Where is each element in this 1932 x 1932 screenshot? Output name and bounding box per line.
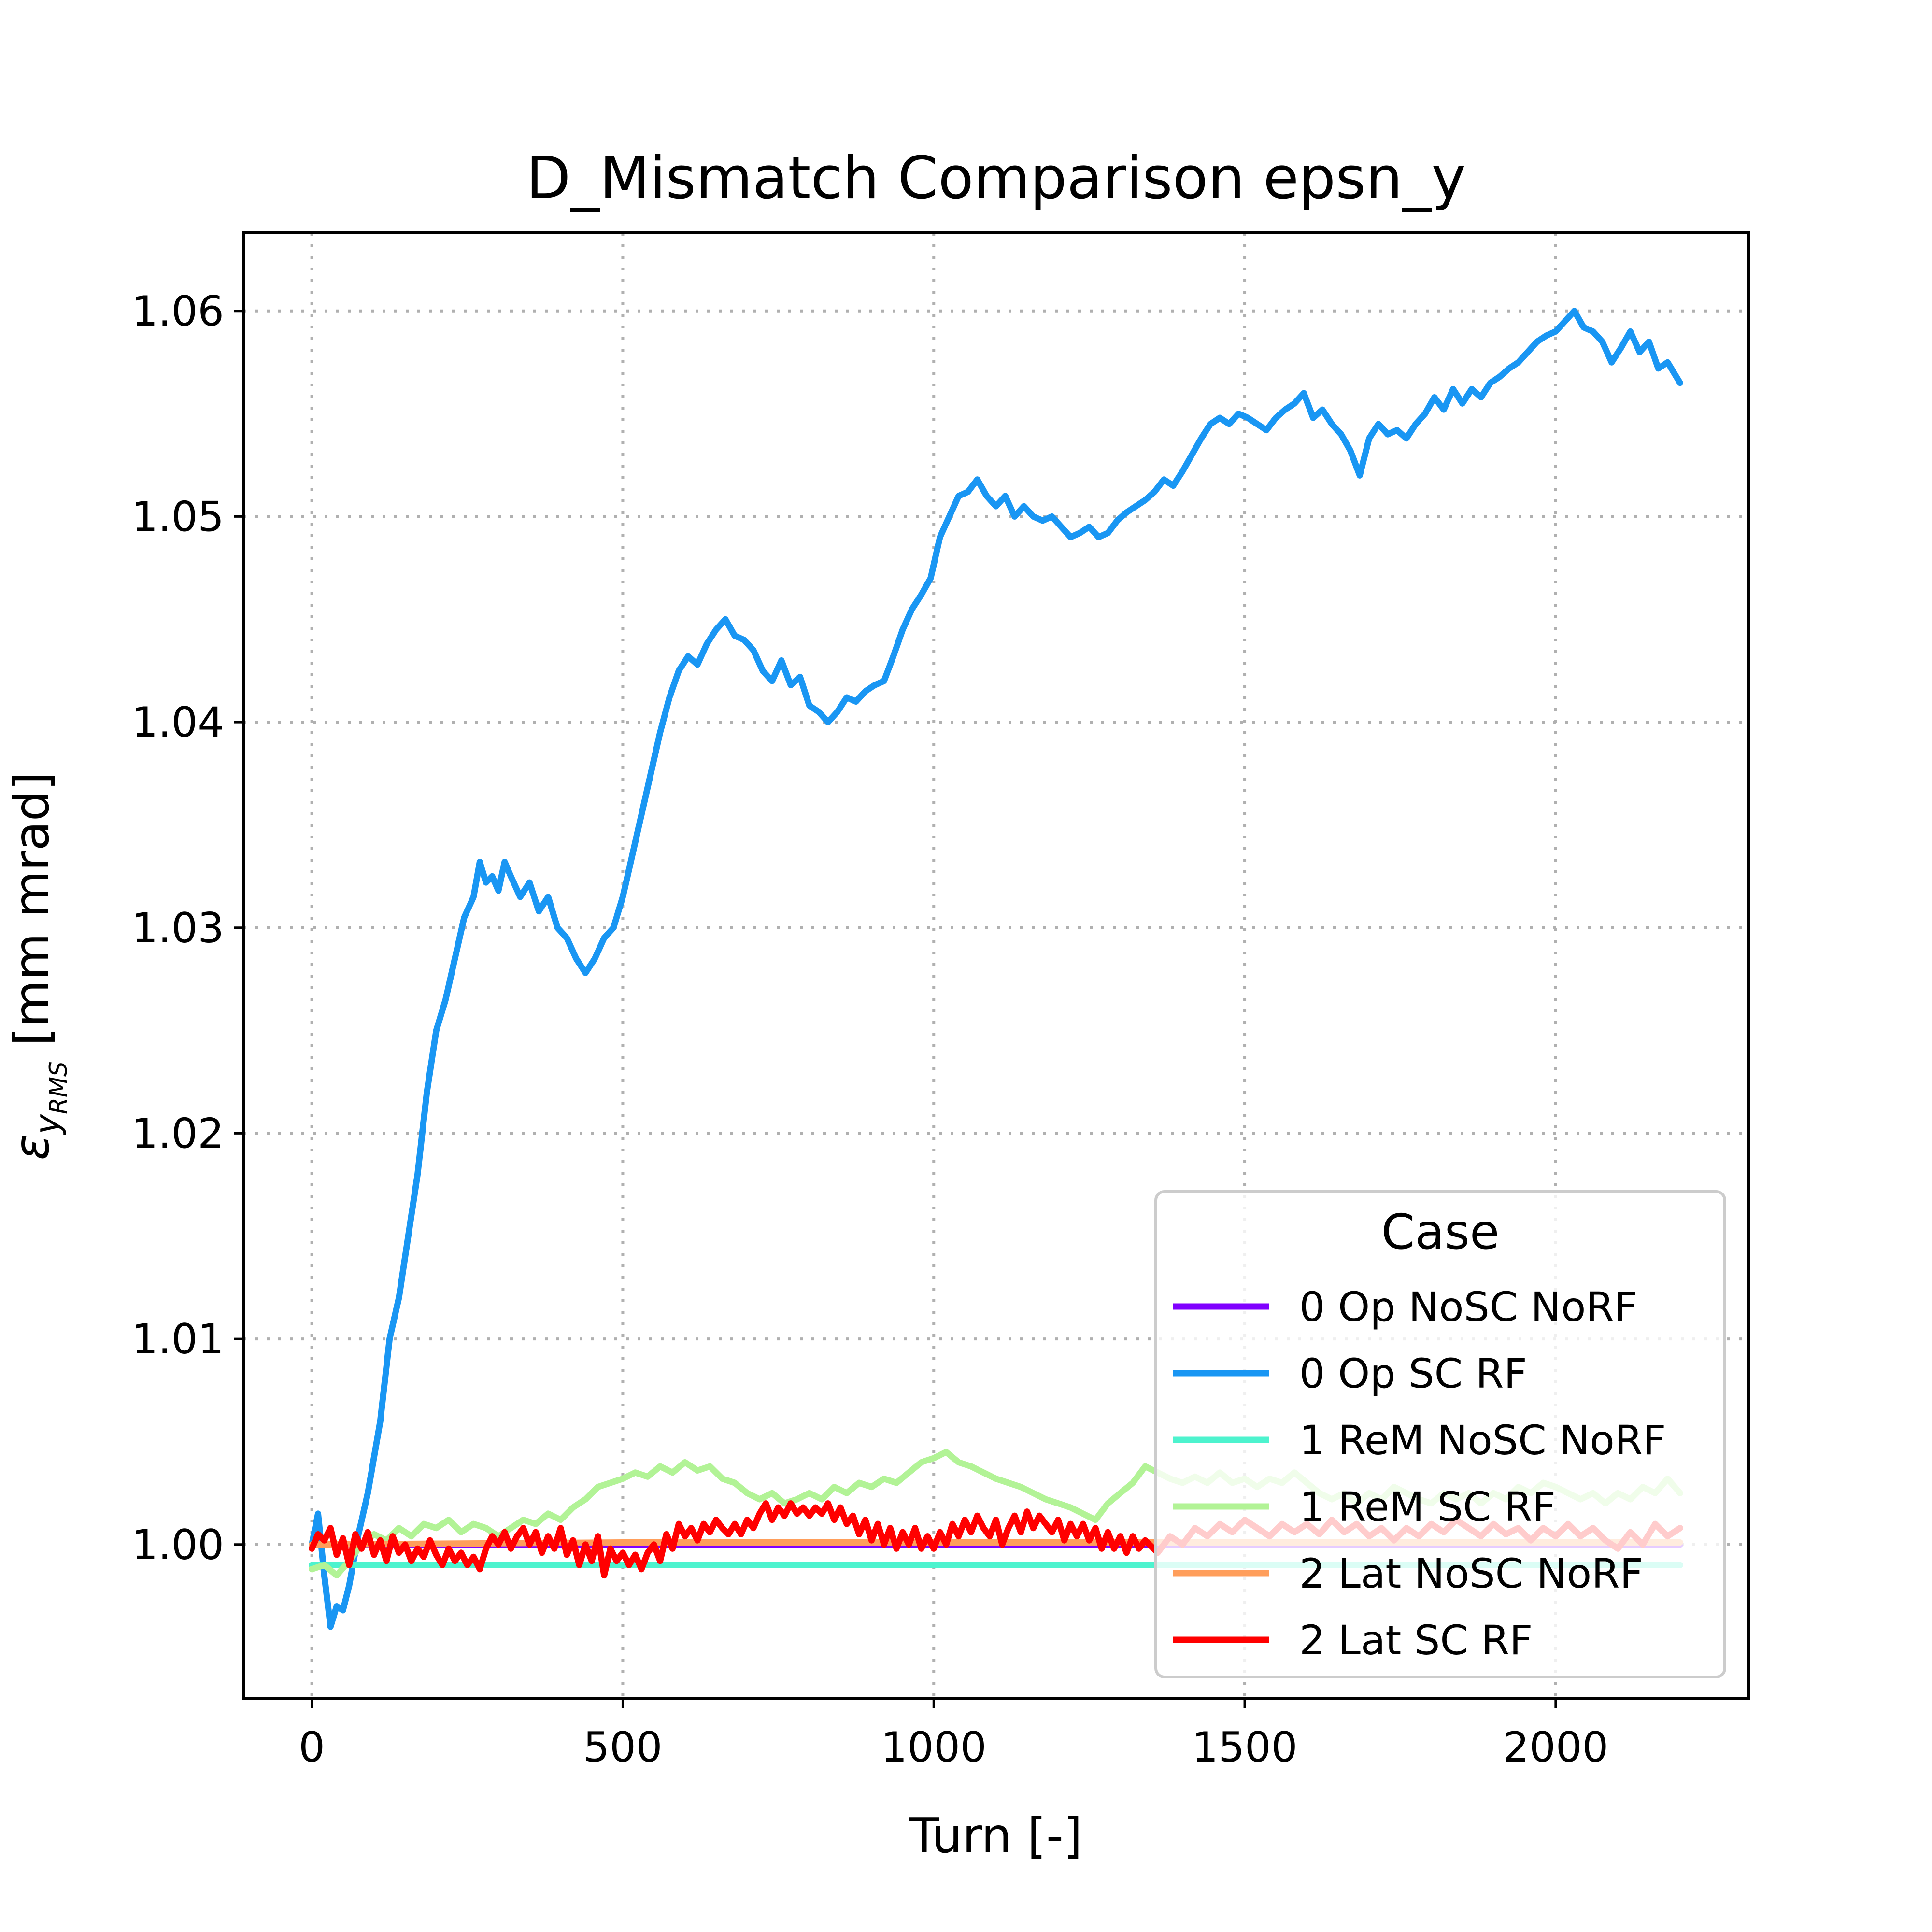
x-tick-label: 2000 bbox=[1503, 1723, 1608, 1772]
y-tick-label: 1.05 bbox=[132, 493, 224, 541]
y-tick-label: 1.02 bbox=[132, 1109, 224, 1158]
y-tick-label: 1.00 bbox=[132, 1521, 224, 1569]
x-tick-label: 1000 bbox=[881, 1723, 987, 1772]
legend-label-1-rem-nosc-norf: 1 ReM NoSC NoRF bbox=[1299, 1417, 1666, 1464]
legend-label-2-lat-sc-rf: 2 Lat SC RF bbox=[1299, 1617, 1533, 1664]
legend-label-0-op-nosc-norf: 0 Op NoSC NoRF bbox=[1299, 1283, 1637, 1331]
y-axis-label-sub: y bbox=[28, 1113, 67, 1135]
legend-label-2-lat-nosc-norf: 2 Lat NoSC NoRF bbox=[1299, 1550, 1643, 1597]
x-tick-label: 1500 bbox=[1192, 1723, 1298, 1772]
y-tick-label: 1.01 bbox=[132, 1315, 224, 1364]
x-tick-label: 500 bbox=[583, 1723, 662, 1772]
legend-label-0-op-sc-rf: 0 Op SC RF bbox=[1299, 1350, 1527, 1397]
plot-frame bbox=[242, 231, 1750, 1700]
x-axis-ticks: 0 500 1000 1500 2000 bbox=[298, 1699, 1608, 1772]
legend-label-1-rem-sc-rf: 1 ReM SC RF bbox=[1299, 1483, 1556, 1531]
y-axis-label-unit: [mm mrad] bbox=[3, 772, 60, 1062]
y-axis-label-symbol: ε bbox=[3, 1134, 60, 1160]
legend-box bbox=[1154, 1190, 1726, 1678]
series-line-0-op-sc-rf bbox=[309, 308, 1683, 1630]
chart-title: D_Mismatch Comparison epsn_y bbox=[526, 145, 1466, 212]
x-tick-label: 0 bbox=[298, 1723, 325, 1772]
y-axis-ticks: 1.00 1.01 1.02 1.03 1.04 1.05 1.06 bbox=[132, 287, 243, 1569]
legend-entries: 0 Op NoSC NoRF 0 Op SC RF 1 ReM NoSC NoRF 1… bbox=[1173, 1283, 1666, 1664]
y-axis-label-subsub: RMS bbox=[44, 1061, 72, 1114]
y-tick-label: 1.06 bbox=[132, 287, 224, 336]
y-tick-label: 1.04 bbox=[132, 698, 224, 747]
legend: Case 0 Op NoSC NoRF 0 Op SC RF 1 ReM NoSC … bbox=[1154, 1190, 1726, 1678]
x-axis-label: Turn [-] bbox=[909, 1807, 1082, 1864]
y-axis-label: εyRMS [mm mrad] bbox=[3, 772, 72, 1161]
legend-title: Case bbox=[1381, 1204, 1500, 1260]
y-tick-label: 1.03 bbox=[132, 904, 224, 952]
